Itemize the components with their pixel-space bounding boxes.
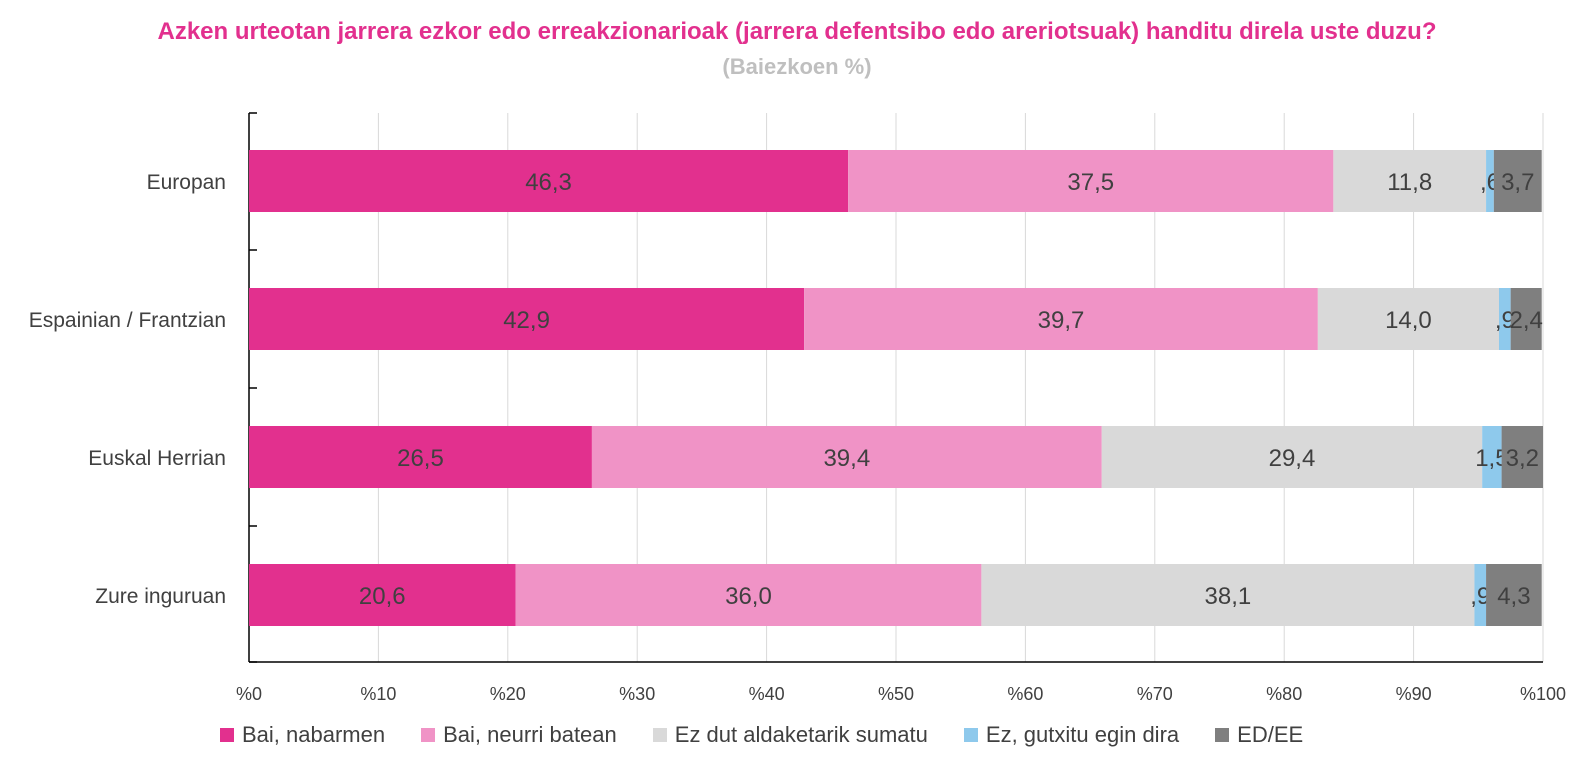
bar-segment bbox=[249, 150, 849, 212]
bar-segment bbox=[1333, 150, 1487, 212]
bar-segment bbox=[981, 564, 1475, 626]
x-tick-label: %80 bbox=[1266, 684, 1302, 704]
data-label: 39,4 bbox=[823, 445, 870, 472]
legend-label: Bai, nabarmen bbox=[242, 722, 386, 747]
x-tick-label: %40 bbox=[749, 684, 785, 704]
bar-segment bbox=[591, 426, 1102, 488]
legend-swatch bbox=[963, 728, 978, 742]
data-label: 3,7 bbox=[1501, 169, 1534, 196]
data-label: 26,5 bbox=[397, 445, 444, 472]
category-label: Europan bbox=[147, 171, 226, 194]
category-label: Espainian / Frantzian bbox=[29, 309, 226, 332]
data-label: 36,0 bbox=[725, 583, 772, 610]
data-label: ,9 bbox=[1495, 307, 1515, 334]
bar-segment bbox=[848, 150, 1334, 212]
legend-swatch bbox=[220, 728, 234, 742]
bar-segment bbox=[1482, 426, 1502, 488]
bar-segment bbox=[249, 564, 516, 626]
legend-label: ED/EE bbox=[1237, 722, 1304, 747]
x-tick-label: %30 bbox=[619, 684, 655, 704]
data-label: 38,1 bbox=[1205, 583, 1252, 610]
legend-swatch bbox=[652, 728, 667, 742]
x-tick-label: %0 bbox=[236, 684, 262, 704]
data-label: 3,2 bbox=[1506, 445, 1539, 472]
data-label: 2,4 bbox=[1509, 307, 1542, 334]
data-label: 39,7 bbox=[1038, 307, 1085, 334]
data-label: 46,3 bbox=[525, 169, 572, 196]
bar-segment bbox=[1501, 426, 1543, 488]
bar-segment bbox=[515, 564, 982, 626]
category-label: Zure inguruan bbox=[95, 585, 226, 608]
legend-item: Ez dut aldaketarik sumatu bbox=[652, 722, 928, 748]
bar-segment bbox=[1499, 288, 1511, 350]
x-tick-label: %60 bbox=[1007, 684, 1043, 704]
x-tick-label: %50 bbox=[878, 684, 914, 704]
legend-item: Bai, nabarmen bbox=[220, 722, 385, 748]
bar-segment bbox=[804, 288, 1318, 350]
x-tick-label: %90 bbox=[1396, 684, 1432, 704]
chart-title: Azken urteotan jarrera ezkor edo erreakz… bbox=[157, 18, 1437, 45]
legend-item: Ez, gutxitu egin dira bbox=[963, 722, 1180, 748]
chart-legend: Bai, nabarmen Bai, neurri batean Ez dut al… bbox=[220, 722, 1339, 748]
data-label: 29,4 bbox=[1269, 445, 1316, 472]
legend-item: ED/EE bbox=[1215, 722, 1303, 748]
legend-swatch bbox=[421, 728, 436, 742]
bar-segment bbox=[1101, 426, 1483, 488]
legend-label: Ez dut aldaketarik sumatu bbox=[674, 722, 928, 747]
data-label: 4,3 bbox=[1497, 583, 1530, 610]
data-label: 20,6 bbox=[359, 583, 406, 610]
bar-segment bbox=[249, 288, 805, 350]
x-tick-label: %20 bbox=[490, 684, 526, 704]
chart-subtitle: (Baiezkoen %) bbox=[722, 54, 872, 79]
legend-label: Bai, neurri batean bbox=[443, 722, 617, 747]
bar-segment bbox=[1317, 288, 1500, 350]
data-label: 14,0 bbox=[1385, 307, 1432, 334]
bar-segment bbox=[249, 426, 592, 488]
legend-swatch bbox=[1215, 728, 1230, 742]
legend-label: Ez, gutxitu egin dira bbox=[985, 722, 1180, 747]
category-label: Euskal Herrian bbox=[88, 447, 226, 470]
data-label: 37,5 bbox=[1067, 169, 1114, 196]
bar-segment bbox=[1474, 564, 1487, 626]
bar-segment bbox=[1510, 288, 1542, 350]
data-label: 11,8 bbox=[1387, 169, 1432, 196]
x-tick-label: %10 bbox=[360, 684, 396, 704]
bar-segment bbox=[1486, 150, 1494, 212]
bar-segment bbox=[1493, 150, 1542, 212]
data-label: 42,9 bbox=[503, 307, 550, 334]
data-label: ,9 bbox=[1470, 583, 1490, 610]
legend-item: Bai, neurri batean bbox=[421, 722, 617, 748]
bar-segment bbox=[1486, 564, 1542, 626]
x-tick-label: %100 bbox=[1520, 684, 1566, 704]
x-tick-label: %70 bbox=[1137, 684, 1173, 704]
